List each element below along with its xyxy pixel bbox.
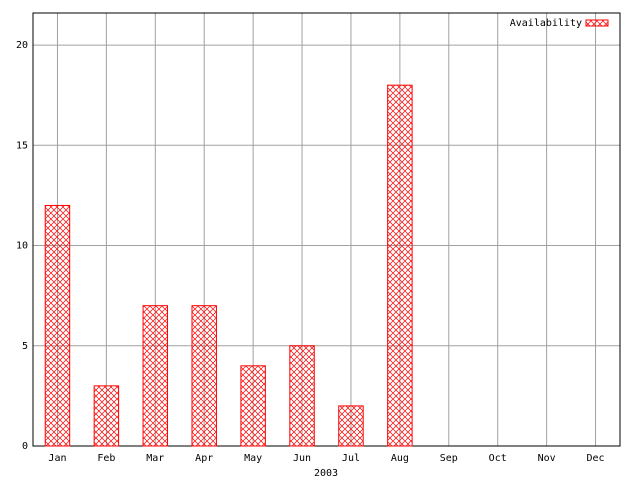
bar <box>338 405 364 447</box>
x-tick-label: Jun <box>293 453 311 464</box>
legend-swatch <box>585 19 609 27</box>
plot-border <box>32 12 621 447</box>
x-tick-label: May <box>244 453 262 464</box>
y-tick-label: 0 <box>22 441 28 452</box>
bar <box>289 345 315 447</box>
x-tick-label: Oct <box>489 453 507 464</box>
bar <box>44 204 71 447</box>
y-tick-label: 10 <box>16 241 28 252</box>
bar <box>93 385 120 447</box>
legend-label: Availability <box>510 18 582 29</box>
x-tick-label: Jul <box>342 453 360 464</box>
x-axis-label: 2003 <box>314 468 338 479</box>
x-tick-label: Dec <box>587 453 605 464</box>
x-tick-label: Sep <box>440 453 458 464</box>
bar <box>142 305 169 447</box>
bar <box>240 365 266 447</box>
x-tick-label: Mar <box>146 453 164 464</box>
y-tick-label: 5 <box>22 341 28 352</box>
y-tick-label: 15 <box>16 140 28 151</box>
x-tick-label: Nov <box>538 453 556 464</box>
x-tick-label: Feb <box>97 453 115 464</box>
x-tick-label: Jan <box>48 453 66 464</box>
bar <box>387 84 413 447</box>
y-tick-label: 20 <box>16 40 28 51</box>
x-tick-label: Apr <box>195 453 213 464</box>
x-tick-label: Aug <box>391 453 409 464</box>
bar <box>191 305 217 447</box>
